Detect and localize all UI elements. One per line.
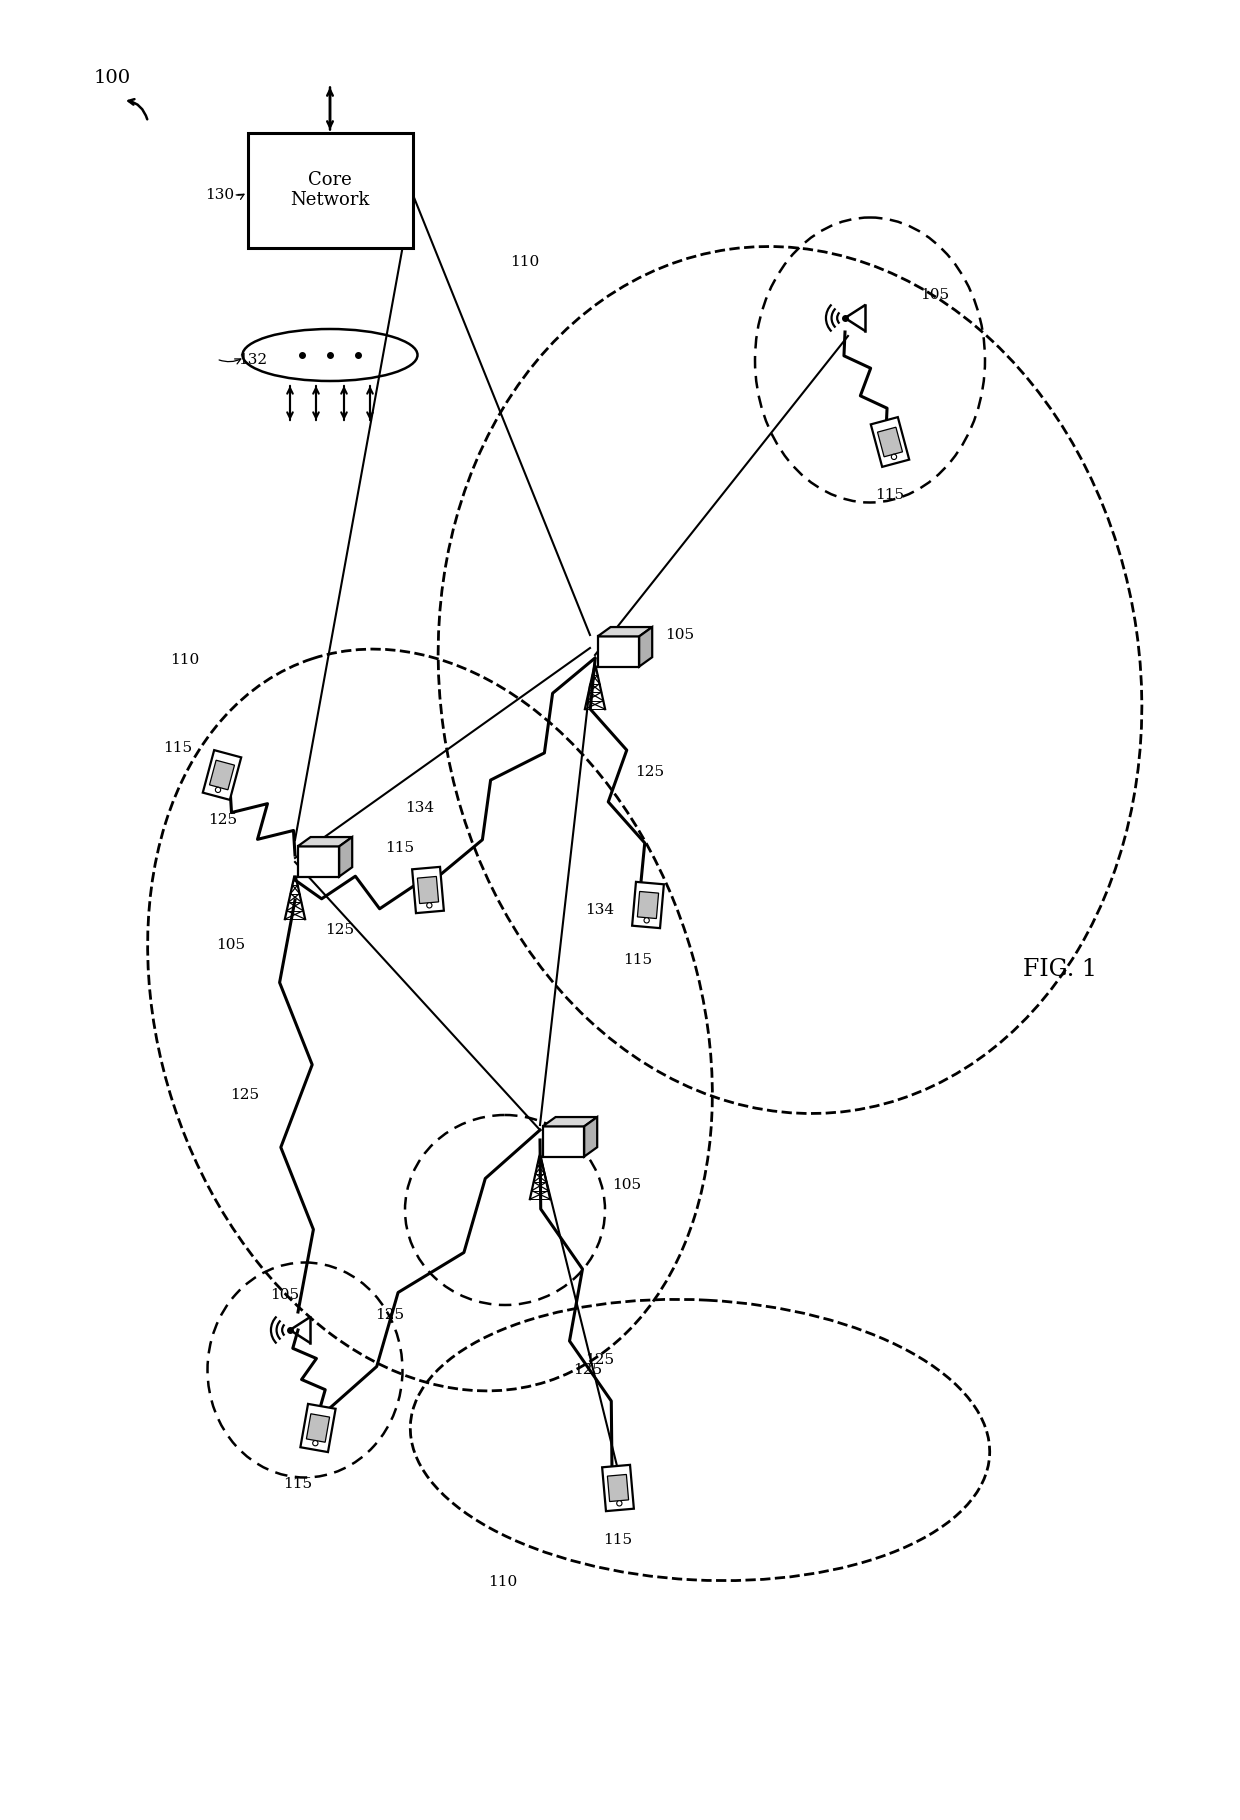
Bar: [412, 866, 444, 914]
Bar: [870, 417, 909, 468]
Text: 105: 105: [665, 628, 694, 642]
Bar: [300, 1403, 336, 1452]
Text: Core
Network: Core Network: [290, 171, 370, 209]
Polygon shape: [298, 837, 352, 846]
Text: 100: 100: [93, 69, 130, 87]
Text: 125: 125: [585, 1352, 615, 1367]
Polygon shape: [598, 628, 652, 637]
Text: 105: 105: [920, 288, 949, 302]
Text: 115: 115: [624, 954, 652, 966]
Text: 105: 105: [270, 1289, 299, 1301]
Bar: [637, 892, 658, 919]
Text: 125: 125: [325, 923, 355, 937]
Circle shape: [644, 917, 650, 923]
Text: 125: 125: [208, 814, 238, 826]
Bar: [608, 1474, 629, 1501]
Bar: [632, 883, 663, 928]
Bar: [418, 877, 439, 903]
Bar: [878, 428, 903, 457]
Bar: [598, 637, 639, 666]
Text: 110: 110: [489, 1574, 517, 1589]
Bar: [603, 1465, 634, 1511]
Bar: [210, 761, 234, 790]
Text: 105: 105: [613, 1178, 641, 1192]
Bar: [203, 750, 242, 799]
Text: 115: 115: [164, 741, 192, 755]
Text: 132: 132: [238, 353, 267, 368]
Text: 115: 115: [875, 488, 904, 502]
Text: 134: 134: [405, 801, 434, 815]
Circle shape: [312, 1440, 317, 1445]
Circle shape: [216, 788, 221, 792]
Circle shape: [892, 455, 897, 459]
Bar: [248, 133, 413, 248]
Polygon shape: [543, 1117, 598, 1127]
Text: 110: 110: [170, 653, 200, 666]
Text: 110: 110: [510, 255, 539, 269]
Text: 115: 115: [604, 1532, 632, 1547]
Polygon shape: [584, 1117, 598, 1156]
Polygon shape: [639, 628, 652, 666]
Text: 130: 130: [205, 187, 234, 202]
Text: 125: 125: [635, 764, 665, 779]
Text: 115: 115: [284, 1478, 312, 1491]
Text: 125: 125: [573, 1363, 603, 1378]
Text: 134: 134: [585, 903, 615, 917]
Bar: [306, 1414, 330, 1441]
Bar: [298, 846, 340, 877]
Text: FIG. 1: FIG. 1: [1023, 959, 1097, 981]
Text: 125: 125: [376, 1309, 404, 1321]
Circle shape: [427, 903, 432, 908]
Polygon shape: [340, 837, 352, 877]
Text: 105: 105: [216, 937, 246, 952]
Circle shape: [616, 1502, 622, 1505]
Bar: [543, 1127, 584, 1156]
Text: 115: 115: [386, 841, 414, 855]
Text: 125: 125: [231, 1088, 259, 1101]
